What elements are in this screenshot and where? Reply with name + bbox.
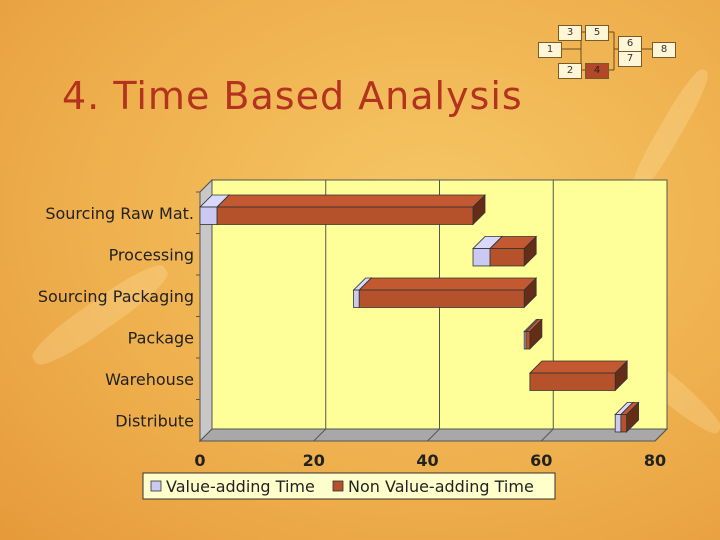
legend-label: Value-adding Time	[166, 477, 315, 496]
flow-node-4: 4	[585, 63, 609, 79]
flow-node-7: 7	[618, 51, 642, 67]
gridline-floor	[313, 428, 327, 442]
category-label: Warehouse	[105, 370, 194, 389]
bar-non-value-adding	[358, 277, 538, 309]
gridline-floor	[540, 428, 554, 442]
bar-non-value-adding	[524, 318, 543, 350]
flow-node-5: 5	[585, 25, 609, 41]
legend-label: Non Value-adding Time	[348, 477, 534, 496]
category-label: Sourcing Raw Mat.	[45, 204, 194, 223]
flow-node-6: 6	[618, 36, 642, 52]
page-title: 4. Time Based Analysis	[62, 74, 523, 118]
bar-non-value-adding	[216, 194, 486, 226]
category-label: Distribute	[115, 411, 194, 430]
flow-node-8: 8	[652, 42, 676, 58]
x-tick-label: 80	[644, 451, 666, 470]
bar-non-value-adding	[619, 401, 640, 433]
x-tick-label: 20	[303, 451, 325, 470]
gridline-floor	[427, 428, 440, 442]
category-label: Sourcing Packaging	[38, 287, 194, 306]
legend-swatch	[332, 480, 344, 492]
bar-non-value-adding	[528, 360, 629, 392]
gridline-floor	[654, 428, 668, 442]
legend-box	[142, 472, 556, 500]
category-label: Package	[128, 328, 194, 347]
bar-non-value-adding	[489, 235, 538, 267]
flow-node-2: 2	[558, 63, 582, 79]
legend-swatch	[150, 480, 162, 492]
x-tick-label: 0	[194, 451, 205, 470]
flow-node-1: 1	[538, 42, 562, 58]
flow-node-3: 3	[558, 25, 582, 41]
x-tick-label: 60	[530, 451, 552, 470]
category-label: Processing	[109, 245, 194, 264]
x-tick-label: 40	[416, 451, 438, 470]
